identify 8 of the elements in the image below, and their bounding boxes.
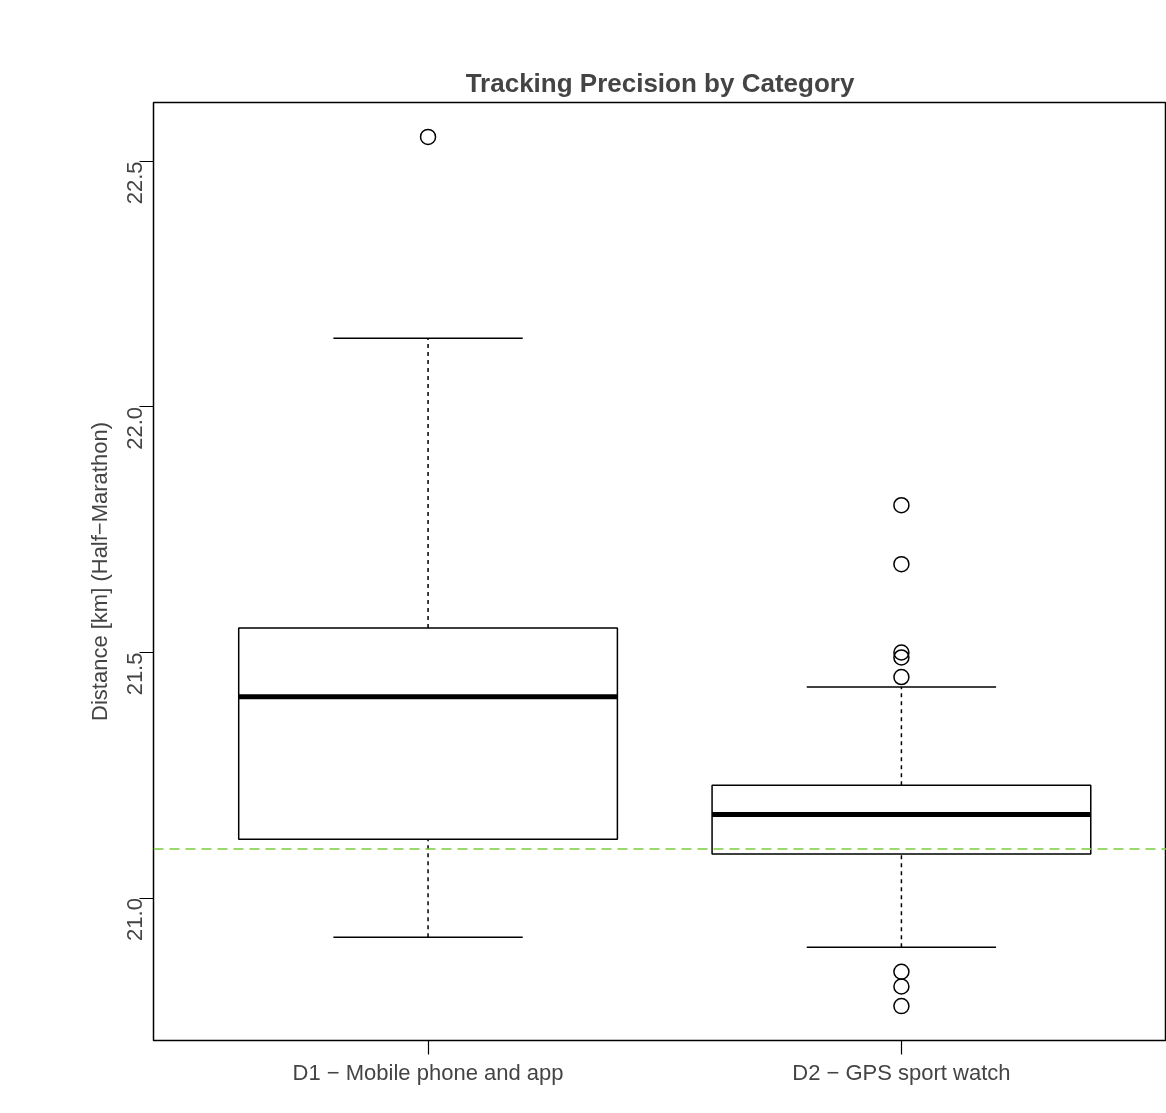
- y-tick-label: 21.5: [122, 652, 147, 696]
- y-axis-title: Distance [km] (Half−Marathon): [86, 422, 112, 721]
- y-tick-label: 22.5: [122, 161, 147, 205]
- y-tick-label: 21.0: [122, 898, 147, 941]
- x-tick-label: D1 − Mobile phone and app: [292, 1059, 564, 1085]
- y-tick-label: 22.0: [122, 406, 147, 450]
- x-tick-label: D2 − GPS sport watch: [792, 1059, 1011, 1085]
- chart-title: Tracking Precision by Category: [465, 67, 855, 98]
